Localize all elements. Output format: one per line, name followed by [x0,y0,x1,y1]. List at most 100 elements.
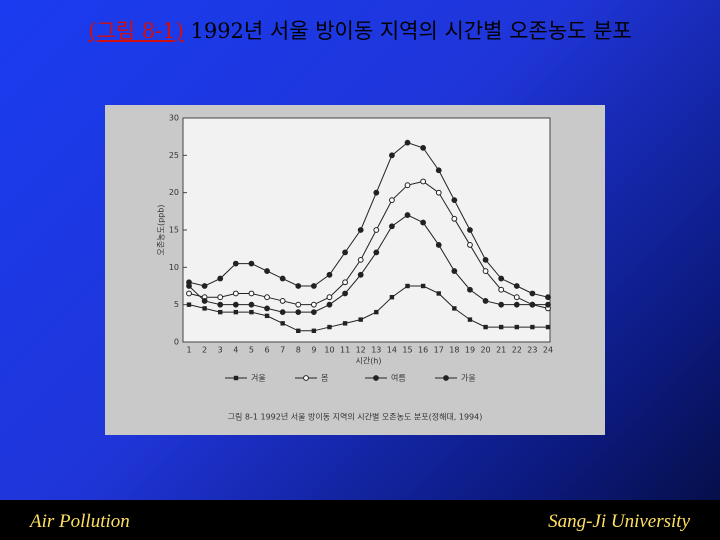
x-tick-label: 2 [202,346,207,355]
y-tick-label: 10 [169,263,179,272]
point [264,294,270,301]
legend-label: 여름 [391,373,406,383]
series-line [188,285,548,332]
x-tick-label: 9 [311,346,316,355]
x-tick-label: 4 [233,346,238,355]
point [279,275,286,282]
x-tick-label: 21 [496,346,506,355]
point [264,313,270,319]
point [483,324,488,330]
point [498,301,505,308]
point [280,321,285,326]
point [232,290,239,297]
point [435,189,442,196]
x-tick-label: 8 [296,346,301,355]
x-tick-label: 13 [371,346,381,355]
point [529,301,536,308]
footer-left: Air Pollution [30,511,130,532]
point [513,301,520,308]
point [404,182,411,189]
point [436,291,441,296]
point [404,139,411,146]
point [373,189,380,196]
point [326,301,333,308]
point [498,275,505,282]
legend-marker [303,375,309,381]
legend-label: 봄 [321,374,328,383]
point [248,290,255,297]
point [451,268,458,274]
point [218,309,223,315]
point [310,309,317,316]
footer-right: Sang-Ji University [548,511,690,532]
y-axis-label: 오존농도(ppb) [157,205,166,256]
x-tick-label: 14 [387,346,397,355]
point [248,260,255,267]
point [201,298,208,304]
point [295,309,302,316]
x-tick-label: 5 [249,346,254,355]
point [326,294,333,301]
point [498,286,505,293]
point [233,309,239,315]
point [545,324,551,330]
point [514,324,519,330]
point [482,298,489,304]
point [186,290,192,297]
y-tick-label: 30 [169,114,179,123]
point [217,301,224,308]
point [327,324,332,330]
x-tick-label: 19 [465,346,475,355]
x-tick-label: 12 [356,346,366,355]
point [358,317,363,322]
y-tick-label: 20 [169,188,179,197]
point [295,301,302,308]
title-prefix: (그림 8-1) [88,19,184,43]
point [202,306,207,311]
point [435,167,442,174]
point [529,290,536,297]
point [296,328,301,333]
point [420,178,427,185]
point [374,309,379,315]
x-tick-label: 15 [402,346,412,355]
x-axis-label: 시간(h) [355,356,381,366]
point [530,324,535,330]
x-tick-label: 10 [324,346,334,355]
point [217,294,224,301]
point [452,306,457,311]
x-tick-label: 23 [527,346,537,355]
point [467,286,473,293]
point [405,283,410,289]
point [342,279,348,286]
point [451,197,458,204]
point [279,298,286,304]
legend-marker [233,375,239,381]
point [310,301,317,308]
point [357,256,364,263]
caption: 그림 8-1 1992년 서울 방이동 지역의 시간별 오존농도 분포(정해대,… [228,412,483,422]
point [389,223,395,230]
point [232,301,239,308]
point [513,283,520,289]
point [311,328,317,333]
point [389,152,395,159]
plot-area [182,117,551,343]
point [310,283,317,289]
point [357,271,364,278]
point [264,268,270,274]
point [342,321,348,326]
point [295,283,302,289]
point [357,227,364,233]
point [342,290,348,297]
point [249,309,254,315]
point [482,268,489,274]
point [373,227,380,233]
point [451,215,458,222]
point [467,242,473,248]
point [279,309,286,316]
point [248,301,255,308]
point [201,283,208,289]
